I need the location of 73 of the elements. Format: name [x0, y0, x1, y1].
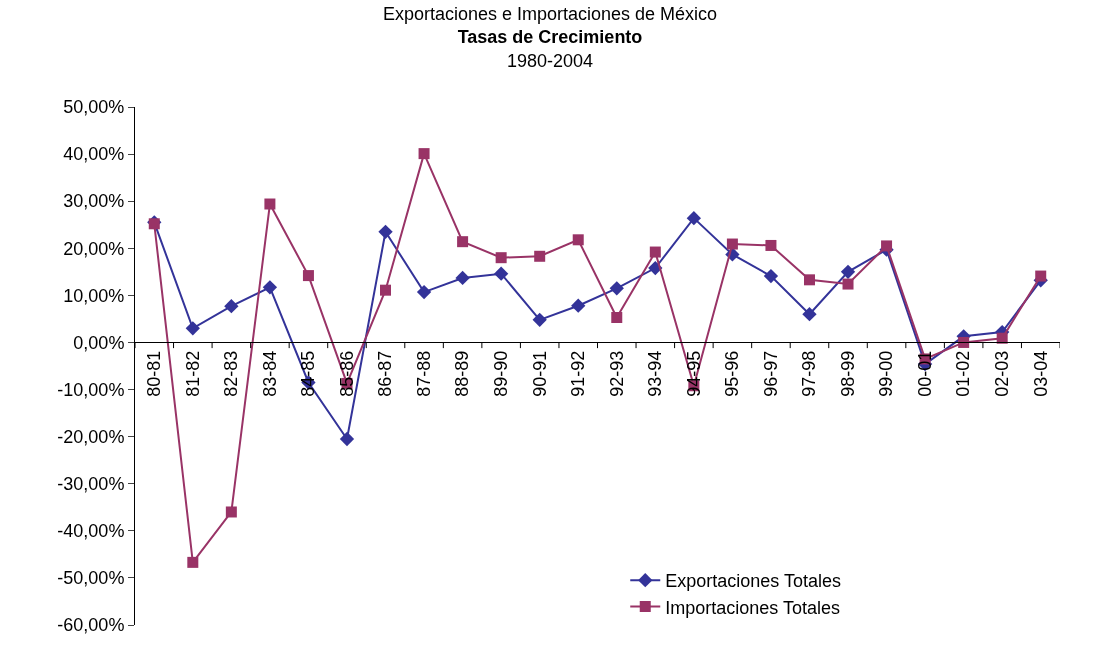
- x-tick-label: 88-89: [452, 350, 473, 397]
- x-tick-label: 01-02: [953, 350, 974, 397]
- x-tick-label: 93-94: [645, 350, 666, 397]
- y-tick-label: 0,00%: [73, 332, 125, 353]
- point: [225, 506, 237, 518]
- point: [187, 556, 199, 568]
- y-tick-label: -20,00%: [57, 426, 125, 447]
- y-tick-label: 10,00%: [63, 285, 125, 306]
- x-tick-label: 00-01: [914, 350, 935, 397]
- point: [224, 299, 239, 314]
- chart-subtitle: Tasas de Crecimiento 1980-2004: [457, 27, 643, 71]
- point: [1035, 270, 1047, 282]
- point: [881, 240, 893, 252]
- point: [339, 431, 355, 447]
- point: [418, 148, 430, 160]
- point: [571, 298, 586, 313]
- point: [302, 270, 314, 282]
- x-tick-label: 85-86: [336, 350, 357, 397]
- x-tick-label: 99-00: [876, 350, 897, 397]
- point: [726, 238, 738, 250]
- y-tick-label: -30,00%: [57, 474, 125, 495]
- y-tick-label: -60,00%: [57, 615, 125, 636]
- point: [611, 312, 623, 323]
- y-tick-label: 30,00%: [63, 191, 125, 212]
- point: [185, 321, 200, 336]
- point: [457, 236, 469, 248]
- point: [649, 246, 661, 258]
- point: [842, 278, 854, 290]
- x-tick-label: 86-87: [375, 350, 396, 397]
- x-tick-label: 90-91: [529, 350, 550, 397]
- point: [609, 281, 624, 296]
- x-tick-label: 91-92: [568, 350, 589, 397]
- y-tick-label: 40,00%: [63, 144, 125, 165]
- point: [686, 210, 701, 226]
- x-tick-label: 03-04: [1030, 350, 1051, 397]
- x-tick-label: 83-84: [259, 350, 280, 397]
- point: [380, 284, 392, 296]
- x-tick-label: 87-88: [413, 350, 434, 397]
- x-tick-label: 94-95: [683, 350, 704, 397]
- point: [802, 307, 817, 322]
- chart-title: Exportaciones e Importaciones de México: [382, 3, 718, 24]
- legend-label: Exportaciones Totales: [665, 571, 842, 592]
- x-tick-label: 82-83: [221, 350, 242, 397]
- point: [378, 224, 393, 239]
- x-tick-label: 02-03: [992, 350, 1013, 397]
- point: [455, 270, 470, 286]
- legend-label: Importaciones Totales: [665, 597, 841, 618]
- y-tick-label: 20,00%: [63, 238, 125, 259]
- point: [534, 250, 546, 262]
- point: [495, 252, 507, 264]
- x-tick-label: 84-85: [298, 350, 319, 397]
- x-tick-label: 97-98: [799, 350, 820, 397]
- point: [840, 264, 856, 279]
- x-tick-label: 80-81: [144, 350, 165, 397]
- x-tick-label: 95-96: [722, 350, 743, 397]
- point: [416, 284, 432, 300]
- point: [572, 234, 584, 246]
- point: [803, 274, 815, 286]
- point: [262, 280, 278, 295]
- point: [763, 268, 779, 284]
- y-tick-label: 50,00%: [63, 97, 125, 118]
- point: [494, 266, 509, 281]
- point: [264, 198, 276, 210]
- point: [765, 239, 777, 251]
- point: [532, 312, 547, 327]
- y-tick-label: -10,00%: [57, 379, 125, 400]
- x-tick-label: 98-99: [837, 350, 858, 397]
- y-tick-label: -50,00%: [57, 568, 125, 589]
- x-tick-label: 92-93: [606, 350, 627, 397]
- x-tick-label: 89-90: [491, 350, 511, 397]
- y-tick-label: -40,00%: [57, 521, 125, 542]
- x-tick-label: 96-97: [760, 350, 781, 397]
- x-tick-label: 81-82: [182, 350, 203, 397]
